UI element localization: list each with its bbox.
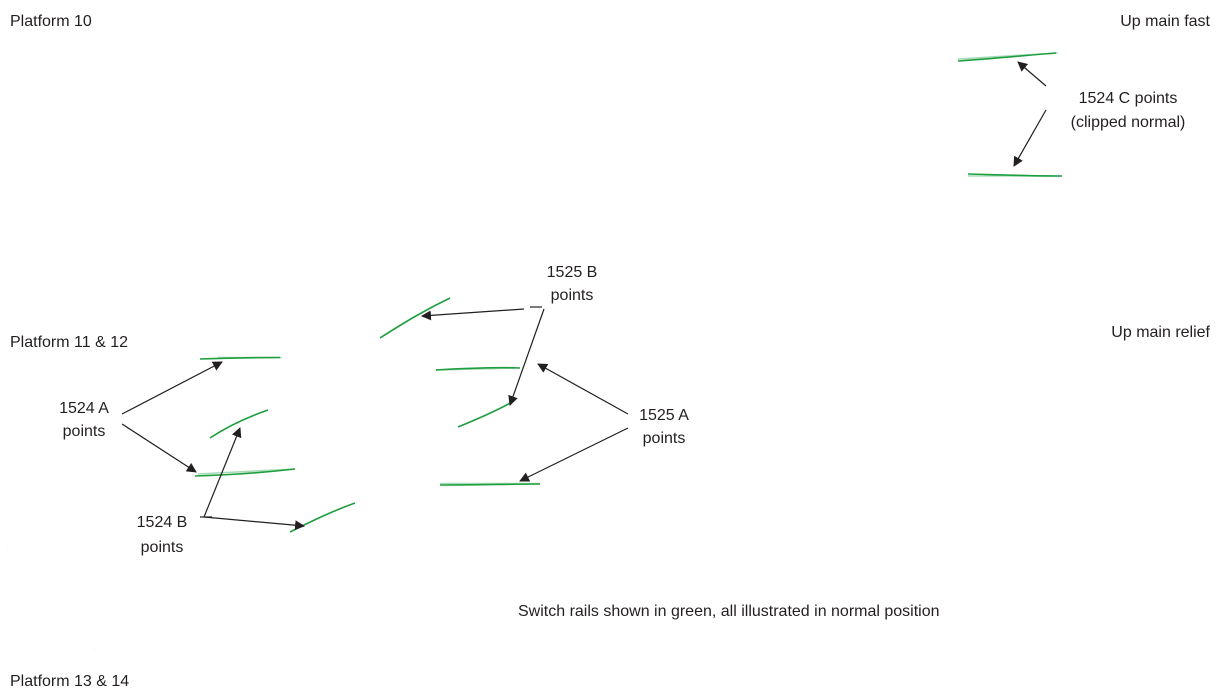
switch-rail-1524a-upper xyxy=(199,356,282,360)
switch-rail-1524c-lower xyxy=(967,173,1063,177)
crossover-fast-to-platform-11 xyxy=(189,51,1059,359)
diagonal-platform-11-to-13 xyxy=(7,340,331,551)
label-1524c-points-line2: (clipped normal) xyxy=(1071,114,1186,131)
caption-switch-rails: Switch rails shown in green, all illustr… xyxy=(518,603,940,620)
loop-upper-curve xyxy=(209,366,521,439)
switch-rail-1524c-upper xyxy=(957,52,1059,62)
pointer-1524b xyxy=(200,427,305,531)
label-1524b-points-line1: 1524 B xyxy=(137,514,188,531)
switch-rail-1525a-lower xyxy=(439,482,541,486)
crossover-platform-10-to-relief xyxy=(94,174,1065,651)
pointer-1524c xyxy=(1013,61,1047,167)
curve-platform-13-to-relief xyxy=(287,482,541,533)
label-platform-13-14: Platform 13 & 14 xyxy=(10,673,129,689)
label-platform-10: Platform 10 xyxy=(10,13,92,30)
label-platform-11-12: Platform 11 & 12 xyxy=(10,334,128,351)
label-1525b-points-line2: points xyxy=(551,287,594,304)
label-1525b-points-line1: 1525 B xyxy=(547,264,598,281)
switch-rail-1525b-upper xyxy=(379,297,451,339)
switch-rail-1525b-loop xyxy=(435,366,521,371)
switch-rail-1525b-loop-lower xyxy=(457,401,513,428)
label-1524a-points-line2: points xyxy=(63,423,106,440)
label-1524c-points-line1: 1524 C points xyxy=(1079,90,1178,107)
label-up-main-fast: Up main fast xyxy=(1120,13,1210,30)
loop-lower-curve xyxy=(194,400,513,476)
label-1524b-points-line2: points xyxy=(141,539,184,556)
label-1525a-points-line1: 1525 A xyxy=(639,407,689,424)
label-up-main-relief: Up main relief xyxy=(1111,324,1210,341)
label-1525a-points-line2: points xyxy=(643,430,686,447)
label-1524a-points-line1: 1524 A xyxy=(59,400,109,417)
switch-rail-1524b-loop xyxy=(209,409,269,439)
switch-rail-1524a-loop xyxy=(194,468,296,477)
pointer-1524a xyxy=(121,361,223,473)
pointer-1525b xyxy=(421,306,545,406)
pointer-1525a xyxy=(519,363,629,482)
